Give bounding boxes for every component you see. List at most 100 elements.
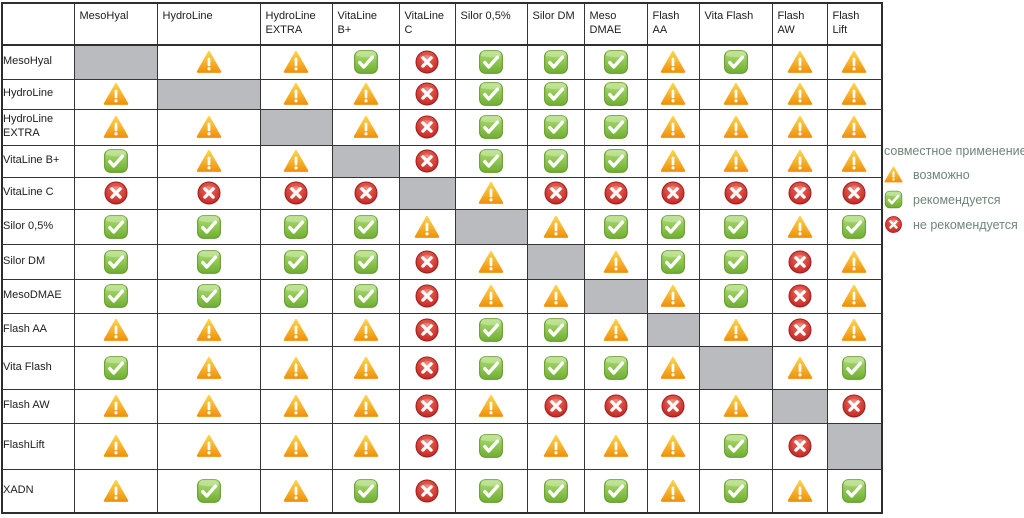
warning-icon xyxy=(842,51,867,74)
cell-vitaline-c-x-flash-lift xyxy=(826,176,883,210)
cell-flash-aw-x-flash-lift xyxy=(826,388,883,424)
warning-icon xyxy=(196,434,221,457)
cell-silor-dm-x-mesohyal xyxy=(73,243,158,280)
check-icon xyxy=(603,82,628,106)
cross-icon xyxy=(415,115,439,139)
column-header-vitaline-b+: VitaLine B+ xyxy=(331,2,400,46)
cell-mesohyal-x-flash-lift xyxy=(826,44,883,80)
warning-icon xyxy=(478,394,504,417)
cell-hydroline-extra-x-silor-dm xyxy=(526,108,585,146)
warning-icon xyxy=(660,149,686,172)
cell-silor-0-5-x-hydroline xyxy=(156,208,261,245)
cell-mesohyal-x-silor-dm xyxy=(526,44,585,80)
warning-icon xyxy=(478,284,504,307)
cell-silor-0-5-x-vitaline-c xyxy=(398,208,456,245)
cell-flash-aw-x-hydroline xyxy=(156,388,261,424)
check-icon xyxy=(842,478,867,503)
cell-flash-aw-x-vitaline-c xyxy=(398,388,456,424)
cell-hydroline-extra-x-meso-dmae xyxy=(583,108,648,146)
row-header-mesohyal: MesoHyal xyxy=(1,44,75,80)
cell-hydroline-x-silor-0-5 xyxy=(454,78,528,110)
cell-silor-0-5-x-hydroline-extra xyxy=(259,208,333,245)
check-icon xyxy=(103,149,128,173)
cross-icon xyxy=(415,394,439,418)
cell-vitaline-c-x-mesohyal xyxy=(73,176,158,210)
cross-icon xyxy=(415,250,439,273)
cell-silor-0-5-x-silor-dm xyxy=(526,208,585,245)
cell-silor-dm-x-silor-0-5 xyxy=(454,243,528,280)
cell-flash-aw-x-meso-dmae xyxy=(583,388,648,424)
cell-flashlift-x-mesohyal xyxy=(73,422,158,470)
cross-icon xyxy=(788,318,811,341)
cell-flashlift-x-hydroline-extra xyxy=(259,422,333,470)
cell-silor-0-5-x-flash-lift xyxy=(826,208,883,245)
warning-icon xyxy=(603,434,628,457)
check-icon xyxy=(884,190,902,209)
warning-icon xyxy=(283,318,309,341)
table-row: MesoDMAE xyxy=(1,278,883,314)
cross-icon xyxy=(104,181,127,205)
row-header-mesodmae: MesoDMAE xyxy=(1,278,75,314)
warning-icon xyxy=(787,479,812,502)
check-icon xyxy=(842,355,867,380)
cross-icon xyxy=(284,181,308,205)
cell-vitaline-b+-x-flash-lift xyxy=(826,144,883,178)
cell-flash-aa-x-vitaline-c xyxy=(398,312,456,347)
cell-mesohyal-x-vitaline-c xyxy=(398,44,456,80)
warning-icon xyxy=(842,250,867,273)
cross-icon xyxy=(415,50,439,74)
cell-hydroline-extra-x-flash-aa xyxy=(646,108,700,146)
cross-icon xyxy=(415,479,439,503)
cell-mesodmae-x-vita-flash xyxy=(698,278,773,314)
cell-flashlift-x-silor-0-5 xyxy=(454,422,528,470)
warning-icon xyxy=(283,356,309,379)
cell-vitaline-c-x-vita-flash xyxy=(698,176,773,210)
cell-xadn-x-vita-flash xyxy=(698,468,773,514)
cross-icon xyxy=(415,284,439,308)
legend: совместное применение возможно рекомендуе… xyxy=(882,144,1024,240)
warning-icon xyxy=(842,115,867,138)
warning-icon xyxy=(842,82,867,105)
cell-hydroline-extra-x-vita-flash xyxy=(698,108,773,146)
cell-flashlift-x-hydroline xyxy=(156,422,261,470)
check-icon xyxy=(543,478,568,503)
cell-flash-aw-x-vita-flash xyxy=(698,388,773,424)
warning-icon xyxy=(196,115,221,138)
check-icon xyxy=(103,284,128,308)
check-icon xyxy=(479,317,503,342)
check-icon xyxy=(603,214,628,239)
cell-flash-aa-x-mesohyal xyxy=(73,312,158,347)
cross-icon xyxy=(661,181,685,205)
cross-icon xyxy=(788,250,811,273)
cell-mesodmae-x-flash-lift xyxy=(826,278,883,314)
cell-xadn-x-flash-aa xyxy=(646,468,700,514)
warning-icon xyxy=(660,356,686,379)
check-icon xyxy=(723,214,748,239)
cell-hydroline-extra-x-hydroline xyxy=(156,108,261,146)
warning-icon-wrap xyxy=(882,165,904,184)
check-icon xyxy=(196,249,221,274)
cell-mesodmae-x-silor-0-5 xyxy=(454,278,528,314)
warning-icon xyxy=(543,284,568,307)
warning-icon xyxy=(884,166,902,183)
cell-hydroline-extra-x-silor-0-5 xyxy=(454,108,528,146)
check-icon xyxy=(543,50,568,75)
column-header-silor-dm: Silor DM xyxy=(526,2,585,46)
check-icon xyxy=(479,50,503,75)
cell-vita-flash-x-vita-flash xyxy=(698,345,773,390)
cell-flashlift-x-flash-aw xyxy=(771,422,828,470)
cross-icon xyxy=(544,181,567,205)
corner-cell xyxy=(1,2,75,46)
column-header-meso-dmae: Meso DMAE xyxy=(583,2,648,46)
cell-mesodmae-x-hydroline xyxy=(156,278,261,314)
cell-xadn-x-hydroline xyxy=(156,468,261,514)
cell-flash-aa-x-hydroline xyxy=(156,312,261,347)
cell-vita-flash-x-hydroline xyxy=(156,345,261,390)
cross-icon xyxy=(544,394,567,418)
warning-icon xyxy=(353,82,378,105)
cell-flashlift-x-silor-dm xyxy=(526,422,585,470)
cell-mesohyal-x-flash-aa xyxy=(646,44,700,80)
row-header-hydroline-extra: HydroLine EXTRA xyxy=(1,108,75,146)
warning-icon xyxy=(723,149,748,172)
cell-vita-flash-x-flash-aa xyxy=(646,345,700,390)
